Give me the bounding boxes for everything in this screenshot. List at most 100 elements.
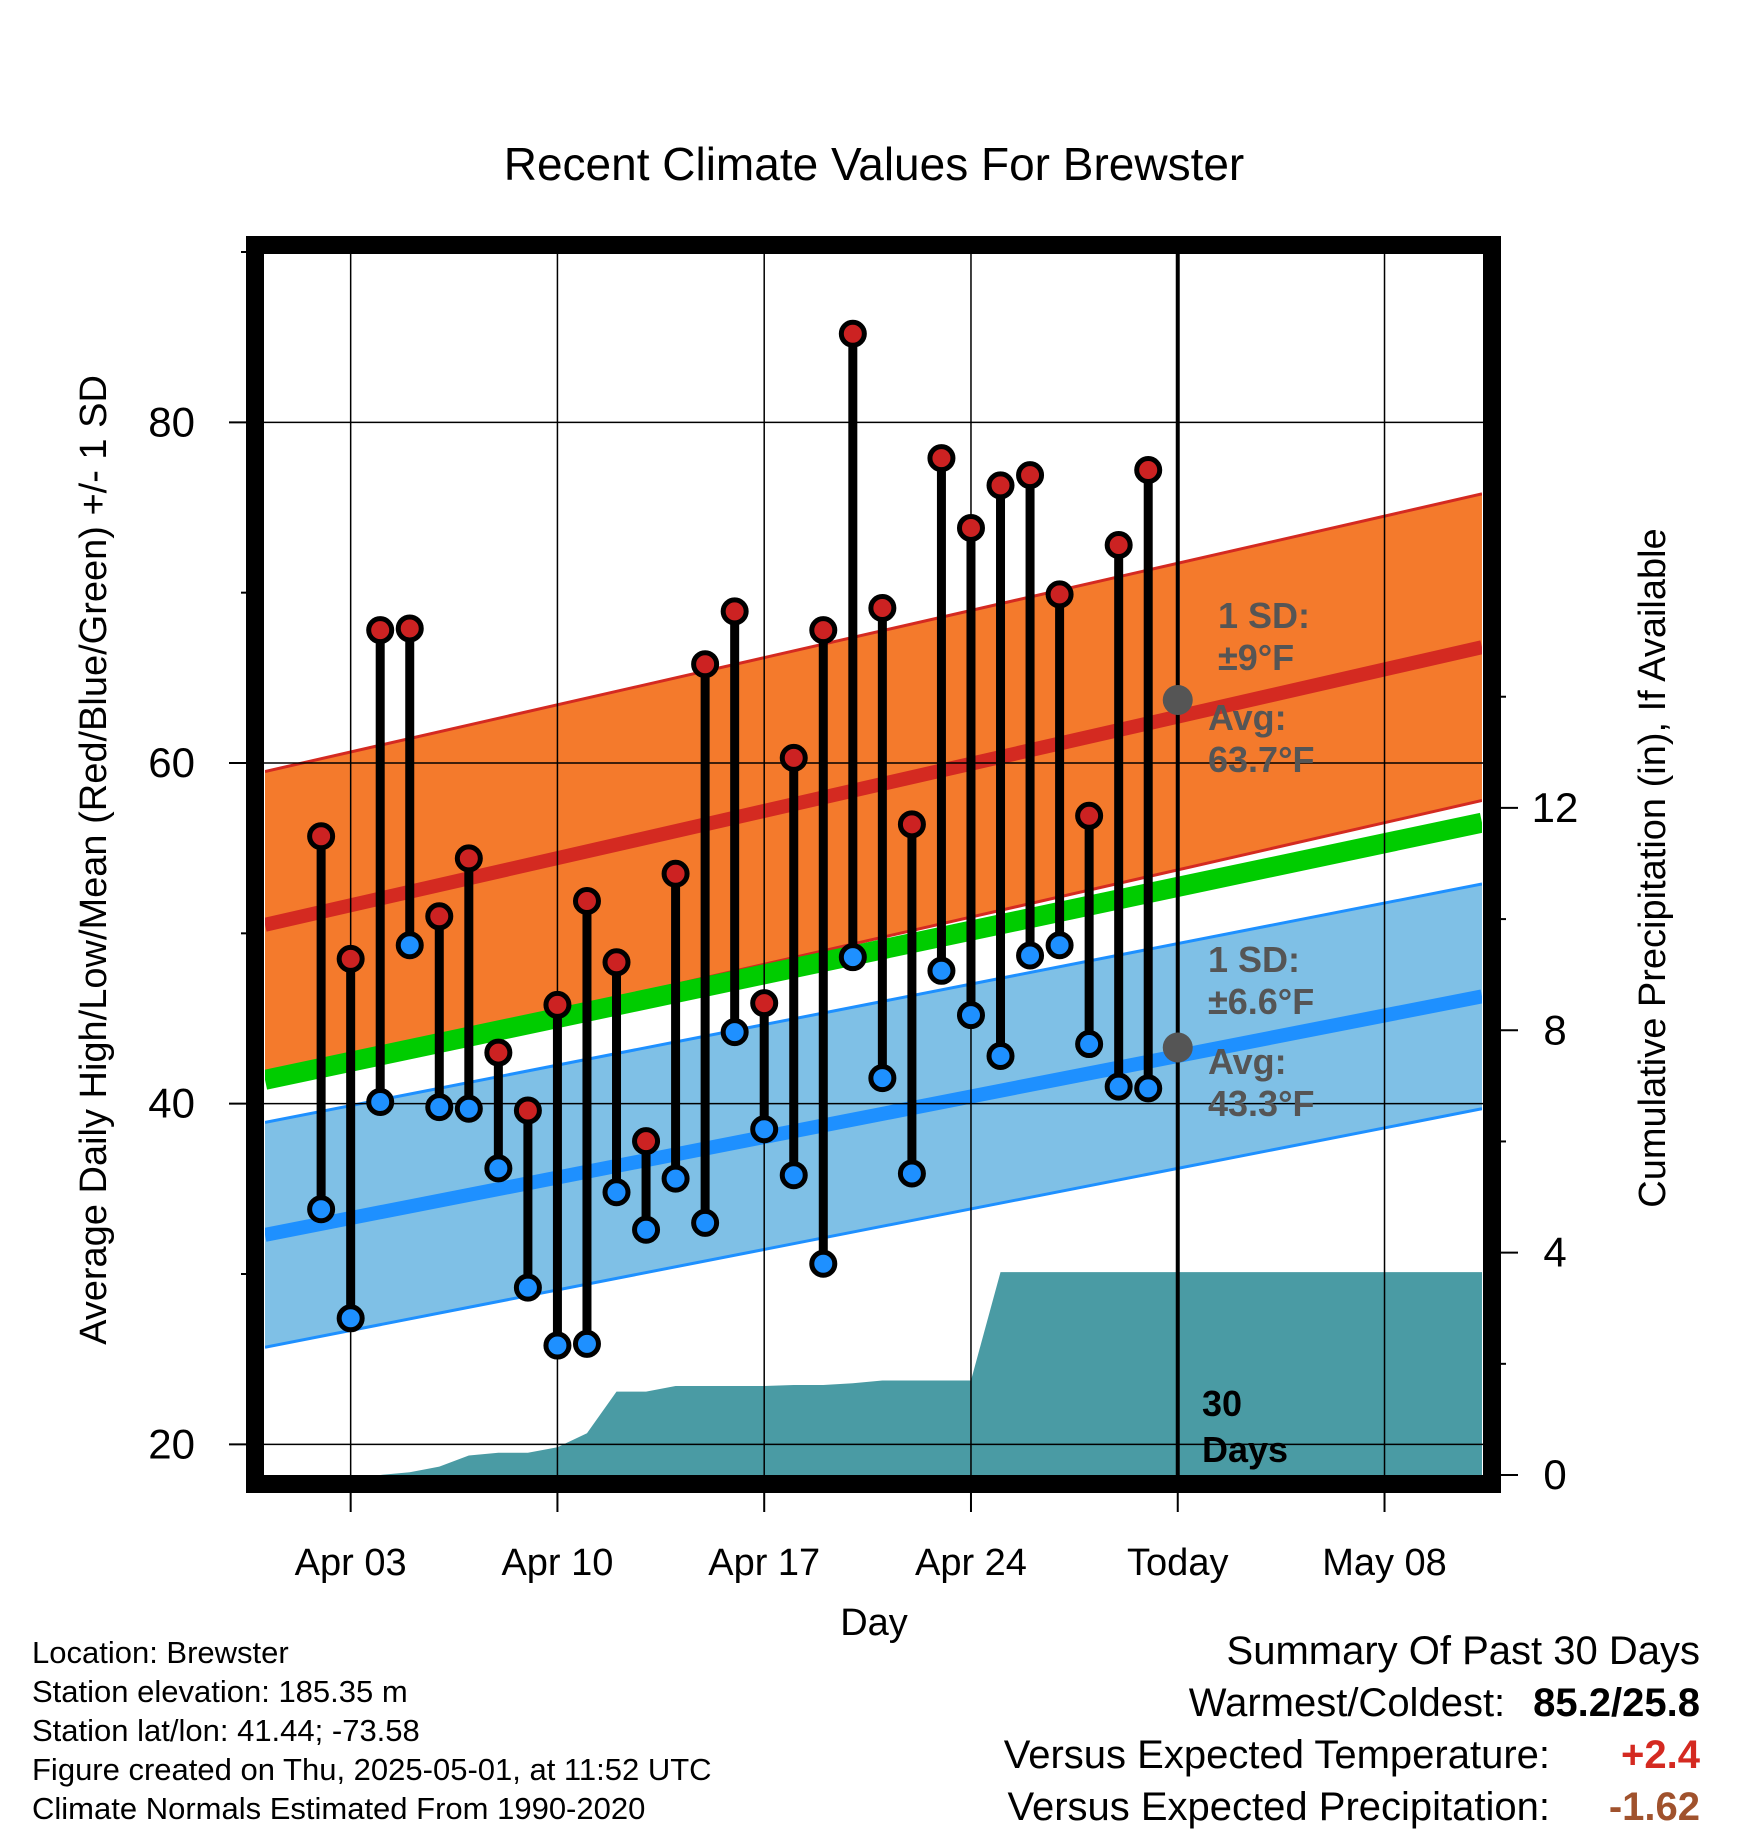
summary-precip-row: Versus Expected Precipitation: -1.62 [1004,1781,1700,1833]
daily-low-marker [1104,1072,1133,1101]
daily-low-marker [484,1154,513,1183]
high-sd-value: ±9°F [1218,637,1294,678]
daily-high-marker [484,1038,513,1067]
daily-low-marker [691,1208,720,1237]
y-tick-label: 80 [148,398,195,445]
daily-high-marker [750,989,779,1018]
daily-high-marker [809,616,838,645]
high-sd-label: 1 SD: [1218,595,1310,636]
chart-title: Recent Climate Values For Brewster [504,138,1245,190]
daily-high-marker [1104,530,1133,559]
x-tick-label: Apr 03 [295,1542,407,1584]
x-tick-label: Apr 24 [915,1542,1027,1584]
y2-tick-label: 12 [1532,784,1579,831]
summary-warm-cold-row: Warmest/Coldest: 85.2/25.8 [1004,1677,1700,1729]
daily-low-marker [632,1215,661,1244]
low-sd-label: 1 SD: [1208,939,1300,980]
daily-high-marker [897,810,926,839]
daily-low-marker [779,1161,808,1190]
precip-value: -1.62 [1608,1785,1700,1829]
created-text: Figure created on Thu, 2025-05-01, at 11… [32,1752,712,1787]
low-sd-value: ±6.6°F [1208,981,1314,1022]
daily-low-marker [572,1329,601,1358]
daily-low-marker [927,956,956,985]
warm-cold-label: Warmest/Coldest: [1188,1681,1506,1725]
daily-high-marker [366,616,395,645]
daily-high-marker [1075,801,1104,830]
daily-low-marker [395,931,424,960]
y2-tick-label: 8 [1543,1006,1566,1053]
daily-low-marker [986,1041,1015,1070]
elevation-text: Station elevation: 185.35 m [32,1674,408,1709]
daily-low-marker [602,1178,631,1207]
precip-label: Versus Expected Precipitation: [1007,1785,1550,1829]
daily-low-marker [336,1304,365,1333]
daily-high-marker [425,902,454,931]
latlon-text: Station lat/lon: 41.44; -73.58 [32,1713,420,1748]
y2-tick-label: 4 [1543,1229,1566,1276]
axes: Apr 03 Apr 10 Apr 17 Apr 24 Today May 0820406… [148,251,1579,1584]
daily-high-marker [927,444,956,473]
x-tick-label: May 08 [1322,1542,1447,1584]
summary-panel: Summary Of Past 30 Days Warmest/Coldest:… [1004,1625,1700,1833]
y2-tick-label: 0 [1543,1451,1566,1498]
location-text: Location: Brewster [32,1635,289,1670]
daily-low-marker [454,1094,483,1123]
low-avg-label: Avg: [1208,1041,1287,1082]
daily-low-marker [1134,1074,1163,1103]
daily-high-marker [956,513,985,542]
high-avg-value: 63.7°F [1208,739,1314,780]
y2-axis-label: Cumulative Precipitation (in), If Availa… [1632,528,1674,1207]
daily-high-marker [454,844,483,873]
daily-low-marker [956,1001,985,1030]
daily-high-marker [720,597,749,626]
normal-low-line [265,989,1482,1242]
high-avg-marker [1162,684,1193,715]
daily-high-marker [1016,461,1045,490]
daily-low-marker [661,1164,690,1193]
high-avg-label: Avg: [1208,697,1287,738]
daily-low-marker [1016,941,1045,970]
x-tick-label: Today [1127,1542,1228,1584]
daily-low-marker [897,1159,926,1188]
daily-high-marker [543,990,572,1019]
x-axis-label: Day [840,1602,908,1644]
warm-cold-value: 85.2/25.8 [1533,1681,1700,1725]
daily-low-marker [366,1087,395,1116]
daily-low-marker [868,1064,897,1093]
y-tick-label: 60 [148,739,195,786]
plot-frame [246,236,1501,1493]
daily-high-marker [661,859,690,888]
normals-text: Climate Normals Estimated From 1990-2020 [32,1791,646,1826]
daily-low-marker [838,943,867,972]
low-avg-marker [1162,1032,1193,1063]
summary-title: Summary Of Past 30 Days [1226,1629,1700,1673]
days-word-label: Days [1202,1429,1288,1470]
temp-label: Versus Expected Temperature: [1003,1733,1550,1777]
daily-high-marker [395,614,424,643]
summary-temp-row: Versus Expected Temperature: +2.4 [1004,1729,1700,1781]
temp-value: +2.4 [1621,1733,1700,1777]
normal-low-band-lower-edge [265,1107,1482,1349]
daily-high-marker [572,886,601,915]
daily-high-marker [632,1127,661,1156]
daily-high-marker [336,944,365,973]
y-tick-label: 20 [148,1420,195,1467]
x-tick-label: Apr 10 [501,1542,613,1584]
daily-high-marker [779,743,808,772]
daily-low-marker [1045,931,1074,960]
days-count-label: 30 [1202,1383,1242,1424]
daily-low-marker [425,1093,454,1122]
daily-high-marker [1134,456,1163,485]
y-tick-label: 40 [148,1080,195,1127]
daily-low-marker [720,1018,749,1047]
daily-low-marker [809,1249,838,1278]
daily-low-marker [1075,1030,1104,1059]
daily-low-marker [543,1331,572,1360]
daily-high-marker [307,822,336,851]
daily-high-marker [986,471,1015,500]
daily-high-marker [868,593,897,622]
normal-high-band-upper-edge [265,492,1482,773]
low-avg-value: 43.3°F [1208,1083,1314,1124]
daily-low-marker [750,1115,779,1144]
